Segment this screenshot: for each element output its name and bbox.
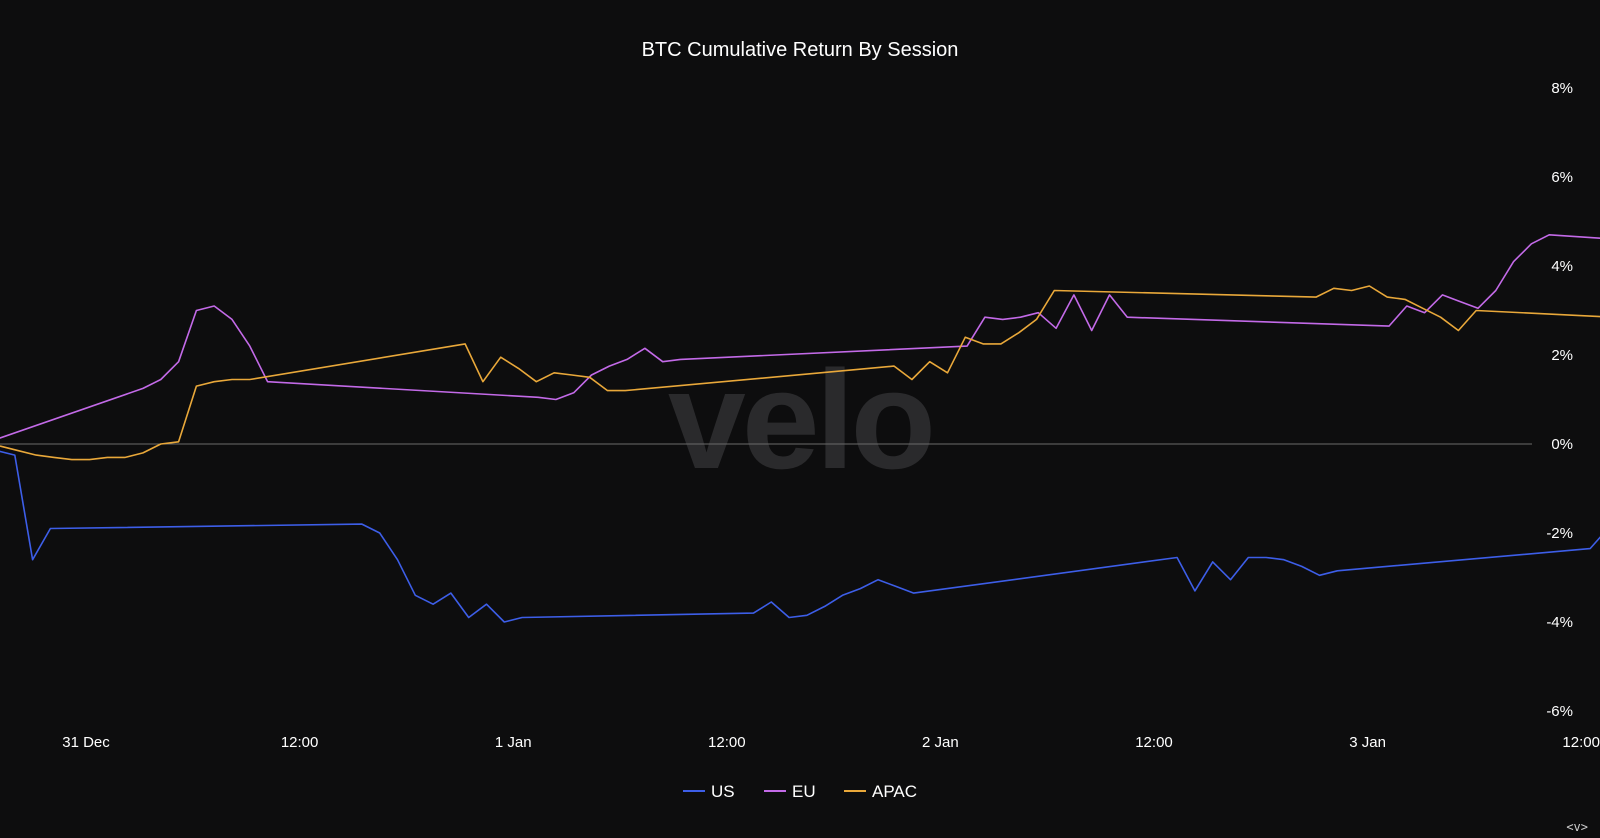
y-tick-label: 8% — [1551, 80, 1573, 97]
series-line-us[interactable] — [0, 333, 1600, 623]
x-tick-label: 12:00 — [1135, 734, 1173, 751]
x-tick-label: 12:00 — [708, 734, 746, 751]
watermark-logo: velo — [668, 341, 932, 498]
series-layer — [0, 141, 1600, 623]
y-tick-label: -4% — [1546, 614, 1573, 631]
x-tick-label: 31 Dec — [62, 734, 110, 751]
legend-item-apac[interactable]: APAC — [844, 782, 917, 801]
y-tick-label: 6% — [1551, 169, 1573, 186]
legend-item-us[interactable]: US — [683, 782, 735, 801]
y-tick-label: -6% — [1546, 703, 1573, 720]
x-tick-label: 12:00 — [1562, 734, 1600, 751]
y-axis: 8% 6% 4% 2% 0% -2% -4% -6% — [1546, 80, 1573, 720]
x-tick-label: 1 Jan — [495, 734, 532, 751]
y-tick-label: 2% — [1551, 347, 1573, 364]
x-tick-label: 12:00 — [281, 734, 319, 751]
y-tick-label: -2% — [1546, 525, 1573, 542]
legend-label: US — [711, 782, 735, 801]
x-tick-label: 3 Jan — [1349, 734, 1386, 751]
y-tick-label: 4% — [1551, 258, 1573, 275]
legend-label: APAC — [872, 782, 917, 801]
legend-item-eu[interactable]: EU — [764, 782, 816, 801]
chart-menu-toggle[interactable]: <v> — [1566, 820, 1588, 834]
series-line-eu[interactable] — [0, 141, 1600, 444]
legend[interactable]: US EU APAC — [683, 782, 917, 801]
x-tick-label: 2 Jan — [922, 734, 959, 751]
x-axis: 31 Dec 12:00 1 Jan 12:00 2 Jan 12:00 3 Jan 12:0… — [62, 734, 1600, 751]
legend-label: EU — [792, 782, 816, 801]
y-tick-label: 0% — [1551, 436, 1573, 453]
series-line-apac[interactable] — [0, 285, 1600, 461]
chart-title: BTC Cumulative Return By Session — [642, 39, 959, 61]
